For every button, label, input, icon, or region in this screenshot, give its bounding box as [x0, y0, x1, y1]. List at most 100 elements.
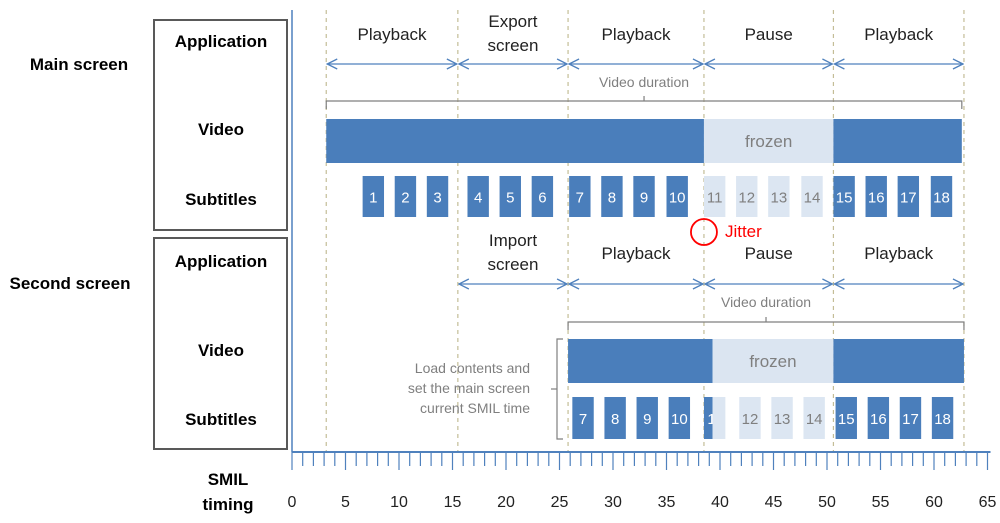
- main-subtitle-label-16: 16: [868, 190, 885, 207]
- second-subtitle-label-12: 12: [742, 411, 759, 428]
- main-frozen-label: frozen: [745, 132, 792, 151]
- main-subtitle-8: [601, 176, 623, 217]
- smil-tick-label-55: 55: [872, 494, 890, 511]
- second-video-label: Video: [198, 341, 244, 360]
- second-video-duration-bracket: [567, 321, 965, 330]
- main-phase-label-4-0: Playback: [864, 25, 933, 44]
- main-subtitle-label-17: 17: [900, 190, 917, 207]
- second-subtitle-17: [899, 397, 922, 439]
- main-subtitle-1: [362, 176, 385, 217]
- second-subtitle-9: [636, 397, 658, 439]
- second-screen-label: Second screen: [10, 274, 131, 293]
- main-subtitle-label-10: 10: [669, 190, 686, 207]
- second-subtitle-10: [668, 397, 691, 439]
- second-subtitle-label-7: 7: [579, 411, 587, 428]
- smil-tick-label-65: 65: [979, 494, 997, 511]
- second-application-label: Application: [175, 252, 268, 271]
- main-subtitle-12: [736, 176, 758, 217]
- smil-tick-label-5: 5: [341, 494, 350, 511]
- load-note-line-1: set the main screen: [408, 380, 530, 396]
- second-subtitle-label-13: 13: [774, 411, 791, 428]
- second-subtitles-label: Subtitles: [185, 410, 257, 429]
- main-phase-label-1-0: Export: [488, 12, 537, 31]
- main-video-label: Video: [198, 120, 244, 139]
- smil-tick-label-45: 45: [765, 494, 783, 511]
- main-subtitle-17: [897, 176, 920, 217]
- main-subtitle-11: [703, 176, 726, 217]
- smil-tick-label-35: 35: [658, 494, 676, 511]
- second-phase-label-0-1: screen: [487, 255, 538, 274]
- main-screen-label: Main screen: [30, 55, 128, 74]
- main-subtitle-4: [467, 176, 489, 217]
- main-video-duration-label: Video duration: [599, 74, 689, 90]
- main-subtitle-2: [394, 176, 417, 217]
- main-subtitle-label-8: 8: [608, 190, 616, 207]
- smil-label-line1: SMIL: [208, 470, 249, 489]
- second-subtitle-label-17: 17: [902, 411, 919, 428]
- second-subtitle-16: [867, 397, 890, 439]
- main-subtitle-label-2: 2: [401, 190, 409, 207]
- load-note-line-0: Load contents and: [415, 360, 530, 376]
- smil-tick-label-25: 25: [551, 494, 569, 511]
- second-video-segment-0: [568, 339, 713, 383]
- second-subtitle-18: [931, 397, 954, 439]
- second-phase-label-1-0: Playback: [602, 244, 671, 263]
- main-video-segment-2: [833, 119, 962, 163]
- second-subtitle-label-16: 16: [870, 411, 887, 428]
- smil-tick-label-10: 10: [390, 494, 408, 511]
- main-phase-label-3-0: Pause: [745, 25, 793, 44]
- second-subtitle-15: [835, 397, 857, 439]
- main-subtitle-label-7: 7: [576, 190, 584, 207]
- second-video-duration-label: Video duration: [721, 294, 811, 310]
- second-subtitle-label-18: 18: [934, 411, 951, 428]
- jitter-circle: [690, 218, 718, 246]
- main-video-segment-0: [326, 119, 704, 163]
- load-note-line-2: current SMIL time: [420, 400, 530, 416]
- smil-tick-label-0: 0: [288, 494, 297, 511]
- second-video-frozen-segment: [712, 339, 834, 383]
- main-subtitle-label-5: 5: [506, 190, 514, 207]
- main-application-label: Application: [175, 32, 268, 51]
- main-subtitle-label-11: 11: [707, 190, 723, 207]
- main-subtitle-label-3: 3: [433, 190, 441, 207]
- main-subtitle-5: [499, 176, 521, 217]
- main-subtitle-label-14: 14: [804, 190, 821, 207]
- second-phase-label-2-0: Pause: [745, 244, 793, 263]
- load-note-bracket: [556, 338, 563, 440]
- main-subtitle-3: [426, 176, 449, 217]
- second-phase-label-3-0: Playback: [864, 244, 933, 263]
- main-subtitles-label: Subtitles: [185, 190, 257, 209]
- main-subtitle-label-18: 18: [933, 190, 950, 207]
- main-subtitle-label-4: 4: [474, 190, 482, 207]
- main-video-frozen-segment: [703, 119, 834, 163]
- main-subtitle-16: [865, 176, 887, 217]
- main-subtitle-label-15: 15: [836, 190, 853, 207]
- second-subtitle-11: [703, 397, 713, 439]
- main-subtitle-13: [768, 176, 790, 217]
- main-subtitle-label-1: 1: [369, 190, 377, 207]
- main-phase-label-2-0: Playback: [602, 25, 671, 44]
- smil-label-line2: timing: [203, 495, 254, 514]
- main-subtitle-label-12: 12: [738, 190, 755, 207]
- smil-tick-label-60: 60: [925, 494, 943, 511]
- main-video-duration-bracket: [325, 100, 963, 109]
- main-subtitle-7: [569, 176, 591, 217]
- jitter-label: Jitter: [725, 222, 762, 241]
- main-subtitle-9: [633, 176, 655, 217]
- smil-tick-label-20: 20: [497, 494, 515, 511]
- main-subtitle-14: [801, 176, 823, 217]
- second-subtitle-8: [604, 397, 626, 439]
- second-frozen-label: frozen: [749, 352, 796, 371]
- second-subtitle-7: [572, 397, 594, 439]
- second-subtitle-label-8: 8: [611, 411, 619, 428]
- main-subtitle-label-9: 9: [640, 190, 648, 207]
- left-labels: Main screen Second screen Application Vi…: [10, 19, 288, 514]
- second-subtitle-11-frozen-part: [712, 397, 726, 439]
- main-phase-label-0-0: Playback: [358, 25, 427, 44]
- main-subtitle-18: [930, 176, 953, 217]
- second-subtitle-14: [803, 397, 825, 439]
- main-subtitle-label-6: 6: [538, 190, 546, 207]
- smil-tick-label-40: 40: [711, 494, 729, 511]
- smil-tick-label-50: 50: [818, 494, 836, 511]
